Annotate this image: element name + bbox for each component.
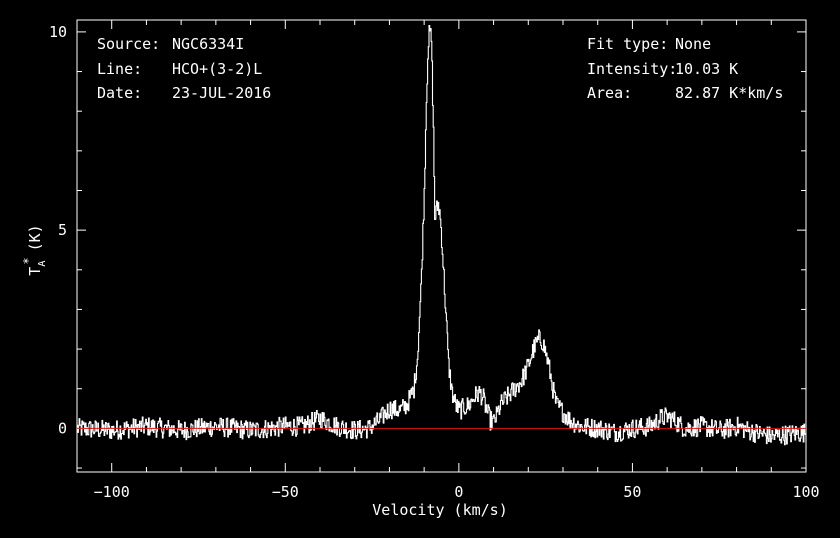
plot-frame bbox=[76, 19, 807, 473]
spectrum-line bbox=[77, 24, 807, 446]
spectrum-info-left: Source: NGC6334I Line: HCO+(3-2)L Date: 23-JU… bbox=[97, 32, 271, 106]
info-row: Intensity: 10.03 K bbox=[587, 57, 783, 82]
info-label: Intensity: bbox=[587, 59, 678, 78]
info-row: Date: 23-JUL-2016 bbox=[97, 81, 271, 106]
info-row: Line: HCO+(3-2)L bbox=[97, 57, 271, 82]
info-row: Area: 82.87 K*km/s bbox=[587, 81, 783, 106]
y-axis-label: TA* (K) bbox=[21, 224, 48, 275]
info-label: Line: bbox=[97, 59, 143, 78]
info-label: Fit type: bbox=[587, 35, 669, 53]
svg-text:TA*(K): TA* (K) bbox=[21, 224, 48, 275]
y-tick-label: 10 bbox=[49, 23, 67, 41]
spectrum-layer bbox=[77, 24, 807, 446]
info-value: None bbox=[675, 35, 712, 53]
info-label: Date: bbox=[97, 84, 143, 102]
y-label-superscript: * bbox=[21, 257, 35, 264]
y-tick-label: 5 bbox=[58, 221, 67, 239]
x-axis-label: Velocity (km/s) bbox=[372, 501, 507, 519]
info-value: HCO+(3-2)L bbox=[172, 59, 263, 78]
info-row: Source: NGC6334I bbox=[97, 32, 271, 57]
x-axis-ticks: −100 −50 0 50 100 bbox=[76, 20, 820, 501]
x-tick-label: 100 bbox=[792, 483, 819, 501]
y-label-unit: (K) bbox=[26, 224, 44, 251]
info-row: Fit type: None bbox=[587, 32, 783, 57]
info-value: 23-JUL-2016 bbox=[172, 84, 272, 102]
y-label-symbol: T bbox=[26, 267, 44, 276]
info-value: 82.87 K*km/s bbox=[675, 84, 784, 102]
y-label-subscript: A bbox=[37, 261, 48, 267]
info-label: Source: bbox=[97, 35, 161, 53]
x-tick-label: 0 bbox=[454, 483, 463, 501]
info-value: 10.03 K bbox=[675, 59, 739, 78]
info-label: Area: bbox=[587, 84, 633, 102]
y-tick-label: 0 bbox=[58, 419, 67, 437]
spectrum-info-right: Fit type: None Intensity: 10.03 K Area: 82.87… bbox=[587, 32, 783, 106]
info-value: NGC6334I bbox=[172, 35, 245, 53]
x-tick-label: −50 bbox=[272, 483, 299, 501]
x-tick-label: −100 bbox=[94, 483, 130, 501]
x-tick-label: 50 bbox=[623, 483, 641, 501]
y-axis-ticks: 0 5 10 bbox=[49, 23, 806, 469]
axes-frame bbox=[76, 19, 807, 473]
